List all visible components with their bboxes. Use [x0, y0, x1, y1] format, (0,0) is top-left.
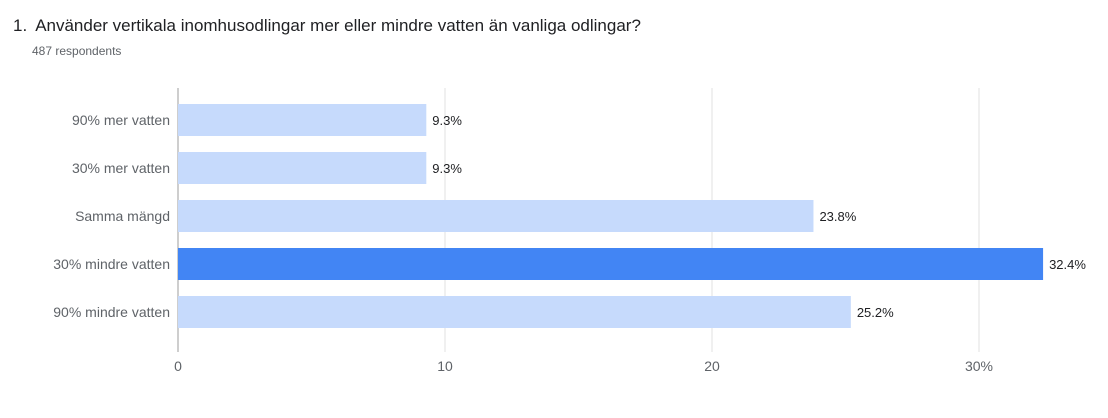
value-label: 23.8%: [819, 209, 856, 224]
bar: [178, 296, 851, 328]
question-title: 1. Använder vertikala inomhusodlingar mer…: [13, 16, 641, 36]
labels: 0 10 20 30% 90% mer vatten 9.3% 30% mer vatten…: [53, 112, 1086, 374]
category-label: 30% mindre vatten: [53, 256, 170, 272]
value-label: 9.3%: [432, 161, 462, 176]
question-number: 1.: [13, 16, 28, 35]
category-label: 90% mer vatten: [72, 112, 170, 128]
category-label: 30% mer vatten: [72, 160, 170, 176]
bars: [178, 104, 1044, 328]
question-text: Använder vertikala inomhusodlingar mer e…: [35, 16, 641, 35]
x-tick-label: 10: [437, 358, 453, 374]
respondent-count: 487 respondents: [32, 44, 122, 58]
bar: [178, 248, 1044, 280]
bar: [178, 152, 427, 184]
x-tick-label: 30%: [965, 358, 993, 374]
category-label: Samma mängd: [75, 208, 170, 224]
x-tick-label: 0: [174, 358, 182, 374]
value-label: 25.2%: [857, 305, 894, 320]
x-tick-label: 20: [704, 358, 720, 374]
bar: [178, 104, 427, 136]
value-label: 32.4%: [1049, 257, 1086, 272]
category-label: 90% mindre vatten: [53, 304, 170, 320]
value-label: 9.3%: [432, 113, 462, 128]
bar: [178, 200, 814, 232]
